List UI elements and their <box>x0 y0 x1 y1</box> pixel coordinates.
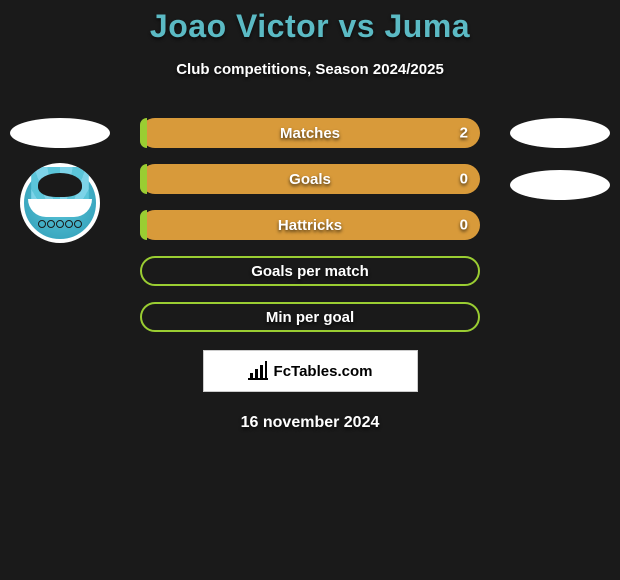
stat-bar-left <box>140 164 147 194</box>
stats-list: Matches 2 Goals 0 Hattricks 0 Goals per … <box>140 118 480 332</box>
stat-label: Goals <box>289 171 331 188</box>
club-badge-left <box>20 163 100 243</box>
stat-value-right: 0 <box>460 217 468 234</box>
stat-bar-left <box>140 118 147 148</box>
subtitle: Club competitions, Season 2024/2025 <box>0 61 620 78</box>
left-badge-column <box>10 118 110 243</box>
player-badge-right <box>510 118 610 148</box>
club-crest-icon <box>22 165 98 241</box>
page-title: Joao Victor vs Juma <box>0 8 620 45</box>
stat-label: Min per goal <box>266 309 354 326</box>
right-badge-column <box>510 118 610 220</box>
stat-label: Goals per match <box>251 263 369 280</box>
stat-value-right: 0 <box>460 171 468 188</box>
comparison-card: Joao Victor vs Juma Club competitions, S… <box>0 0 620 432</box>
source-logo-box: FcTables.com <box>203 350 418 392</box>
stat-row-goals: Goals 0 <box>140 164 480 194</box>
barchart-icon <box>248 362 268 380</box>
stat-row-min-per-goal: Min per goal <box>140 302 480 332</box>
club-badge-right <box>510 170 610 200</box>
stat-row-hattricks: Hattricks 0 <box>140 210 480 240</box>
stat-row-goals-per-match: Goals per match <box>140 256 480 286</box>
source-logo-text: FcTables.com <box>274 363 373 380</box>
content-area: Matches 2 Goals 0 Hattricks 0 Goals per … <box>0 118 620 432</box>
stat-label: Matches <box>280 125 340 142</box>
stat-bar-left <box>140 210 147 240</box>
stat-row-matches: Matches 2 <box>140 118 480 148</box>
player-badge-left <box>10 118 110 148</box>
stat-label: Hattricks <box>278 217 342 234</box>
stat-value-right: 2 <box>460 125 468 142</box>
date-label: 16 november 2024 <box>20 414 600 432</box>
